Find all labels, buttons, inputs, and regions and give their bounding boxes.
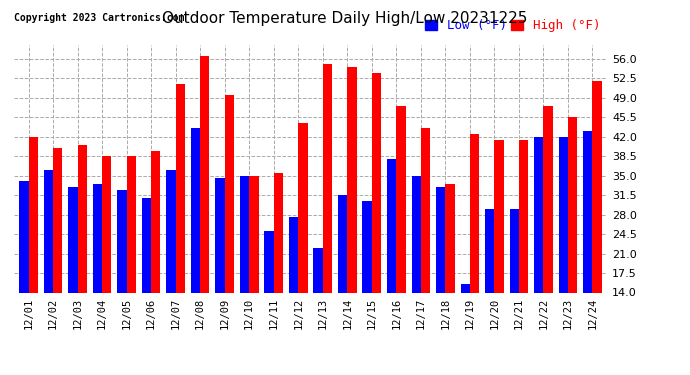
Bar	[544, 106, 553, 292]
Bar	[347, 67, 357, 292]
Legend: Low (°F), High (°F): Low (°F), High (°F)	[425, 19, 601, 32]
Bar	[274, 173, 283, 292]
Bar	[421, 128, 430, 292]
Bar	[19, 181, 28, 292]
Bar	[298, 123, 308, 292]
Bar	[176, 84, 185, 292]
Bar	[519, 140, 529, 292]
Bar	[191, 128, 200, 292]
Bar	[559, 137, 568, 292]
Bar	[460, 284, 470, 292]
Bar	[53, 148, 62, 292]
Bar	[362, 201, 372, 292]
Bar	[289, 217, 298, 292]
Bar	[387, 159, 396, 292]
Bar	[313, 248, 323, 292]
Bar	[166, 170, 176, 292]
Bar	[43, 170, 53, 292]
Text: Outdoor Temperature Daily High/Low 20231225: Outdoor Temperature Daily High/Low 20231…	[162, 11, 528, 26]
Bar	[28, 137, 38, 292]
Bar	[372, 73, 381, 292]
Bar	[583, 131, 593, 292]
Bar	[102, 156, 111, 292]
Bar	[92, 184, 102, 292]
Bar	[126, 156, 136, 292]
Bar	[225, 95, 234, 292]
Bar	[200, 56, 210, 292]
Bar	[534, 137, 544, 292]
Bar	[485, 209, 495, 292]
Bar	[151, 151, 161, 292]
Bar	[436, 187, 445, 292]
Bar	[593, 81, 602, 292]
Bar	[117, 190, 126, 292]
Bar	[445, 184, 455, 292]
Bar	[495, 140, 504, 292]
Bar	[240, 176, 249, 292]
Text: Copyright 2023 Cartronics.com: Copyright 2023 Cartronics.com	[14, 13, 184, 23]
Bar	[568, 117, 578, 292]
Bar	[77, 145, 87, 292]
Bar	[68, 187, 77, 292]
Bar	[396, 106, 406, 292]
Bar	[510, 209, 519, 292]
Bar	[470, 134, 479, 292]
Bar	[249, 176, 259, 292]
Bar	[142, 198, 151, 292]
Bar	[323, 64, 332, 292]
Bar	[411, 176, 421, 292]
Bar	[338, 195, 347, 292]
Bar	[264, 231, 274, 292]
Bar	[215, 178, 225, 292]
